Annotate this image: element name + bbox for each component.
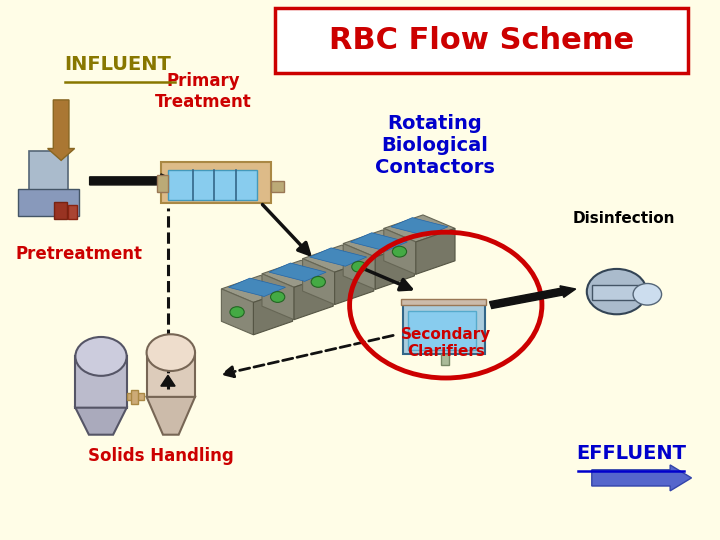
Polygon shape	[228, 278, 286, 296]
Circle shape	[76, 337, 127, 376]
Circle shape	[147, 334, 195, 371]
Text: Rotating
Biological
Contactors: Rotating Biological Contactors	[375, 114, 495, 177]
Polygon shape	[269, 263, 326, 281]
Polygon shape	[221, 275, 292, 302]
Bar	[157, 176, 168, 192]
Bar	[54, 202, 67, 219]
Bar	[161, 162, 271, 202]
Circle shape	[587, 269, 647, 314]
Polygon shape	[343, 244, 375, 289]
Polygon shape	[384, 228, 416, 274]
Polygon shape	[253, 289, 292, 335]
Text: Secondary
Clarifiers: Secondary Clarifiers	[400, 327, 491, 359]
Polygon shape	[262, 260, 333, 287]
Polygon shape	[294, 274, 333, 320]
Bar	[271, 181, 284, 192]
Polygon shape	[147, 397, 195, 435]
Text: Disinfection: Disinfection	[572, 211, 675, 226]
Polygon shape	[343, 230, 415, 257]
Polygon shape	[310, 248, 366, 266]
Bar	[401, 299, 487, 305]
Bar	[403, 302, 485, 354]
Bar	[76, 356, 127, 408]
Circle shape	[311, 276, 325, 287]
Bar	[29, 151, 68, 205]
Polygon shape	[384, 215, 455, 242]
Circle shape	[633, 284, 662, 305]
Polygon shape	[375, 244, 415, 289]
Circle shape	[352, 261, 366, 272]
Polygon shape	[221, 289, 253, 335]
Bar	[441, 354, 449, 364]
Bar	[131, 390, 138, 404]
Polygon shape	[302, 245, 374, 272]
Circle shape	[271, 292, 285, 302]
Bar	[592, 285, 645, 300]
Text: INFLUENT: INFLUENT	[65, 55, 171, 75]
FancyArrow shape	[161, 375, 175, 386]
Polygon shape	[416, 228, 455, 274]
Polygon shape	[335, 259, 374, 305]
Text: RBC Flow Scheme: RBC Flow Scheme	[329, 26, 634, 55]
Text: Pretreatment: Pretreatment	[15, 245, 143, 263]
Bar	[168, 170, 257, 200]
FancyArrow shape	[89, 174, 176, 188]
Bar	[147, 353, 195, 397]
Polygon shape	[76, 408, 127, 435]
FancyBboxPatch shape	[275, 8, 688, 73]
Text: EFFLUENT: EFFLUENT	[576, 444, 686, 463]
FancyArrow shape	[592, 465, 691, 491]
Polygon shape	[302, 259, 335, 305]
Circle shape	[392, 246, 407, 257]
Bar	[408, 311, 476, 350]
Circle shape	[230, 307, 244, 318]
Text: Solids Handling: Solids Handling	[88, 447, 234, 465]
Polygon shape	[391, 218, 448, 236]
Text: Primary
Treatment: Primary Treatment	[156, 72, 252, 111]
FancyArrow shape	[490, 286, 576, 308]
Bar	[19, 189, 79, 216]
Polygon shape	[351, 233, 408, 251]
Bar	[127, 393, 145, 400]
Polygon shape	[262, 274, 294, 320]
Bar	[68, 205, 77, 219]
FancyArrow shape	[48, 100, 75, 160]
